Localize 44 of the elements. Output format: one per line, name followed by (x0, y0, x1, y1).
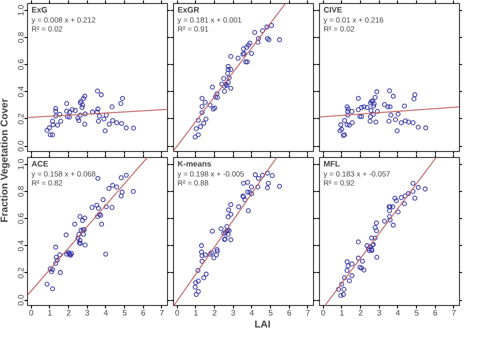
x-axis-title: LAI (254, 320, 271, 330)
x-tick-label: 7 (306, 308, 311, 318)
x-tick-label: 5 (414, 308, 420, 318)
y-tick-label: 1.0 (16, 4, 26, 16)
x-tick-label: 0 (29, 308, 34, 318)
x-tick-label: 5 (122, 308, 128, 318)
x-tick-label: 1 (48, 308, 53, 318)
y-tick-label: 1.0 (16, 158, 26, 170)
x-tick-label: 4 (396, 308, 401, 318)
x-tick-label: 5 (268, 308, 274, 318)
y-axis-title: Fraction Vegetation Cover (0, 98, 10, 222)
x-tick-label: 3 (377, 308, 382, 318)
y-tick-label: 0.8 (16, 31, 26, 44)
y-tick-label: 0.0 (16, 294, 26, 306)
chart-title: MFL (324, 160, 340, 168)
x-tick-label: 4 (250, 308, 255, 318)
y-tick-label: 0.4 (16, 240, 26, 252)
x-tick-label: 2 (212, 308, 218, 318)
chart-title: ExGR (178, 6, 200, 14)
x-tick-label: 3 (85, 308, 90, 318)
x-tick-label: 2 (358, 308, 364, 318)
x-tick-label: 6 (287, 308, 292, 318)
y-tick-label: 0.4 (16, 86, 26, 98)
x-tick-label: 2 (66, 308, 72, 318)
y-tick-label: 0.6 (16, 58, 26, 70)
x-tick-label: 7 (452, 308, 457, 318)
x-tick-label: 3 (231, 308, 236, 318)
y-tick-label: 0.6 (16, 212, 26, 224)
y-tick-label: 0.2 (16, 266, 26, 278)
x-tick-label: 6 (141, 308, 146, 318)
x-tick-label: 1 (194, 308, 199, 318)
y-tick-label: 0.2 (16, 112, 26, 124)
x-tick-label: 1 (340, 308, 345, 318)
x-tick-label: 4 (104, 308, 109, 318)
y-tick-label: 0.8 (16, 185, 26, 198)
y-tick-label: 0.0 (16, 140, 26, 152)
chart-title: K-means (178, 160, 212, 168)
x-tick-label: 0 (175, 308, 180, 318)
x-tick-label: 6 (433, 308, 438, 318)
x-tick-label: 7 (160, 308, 165, 318)
chart-title: ACE (32, 160, 50, 168)
chart-title: CIVE (324, 6, 343, 14)
x-tick-label: 0 (321, 308, 326, 318)
chart-title: ExG (32, 6, 48, 14)
